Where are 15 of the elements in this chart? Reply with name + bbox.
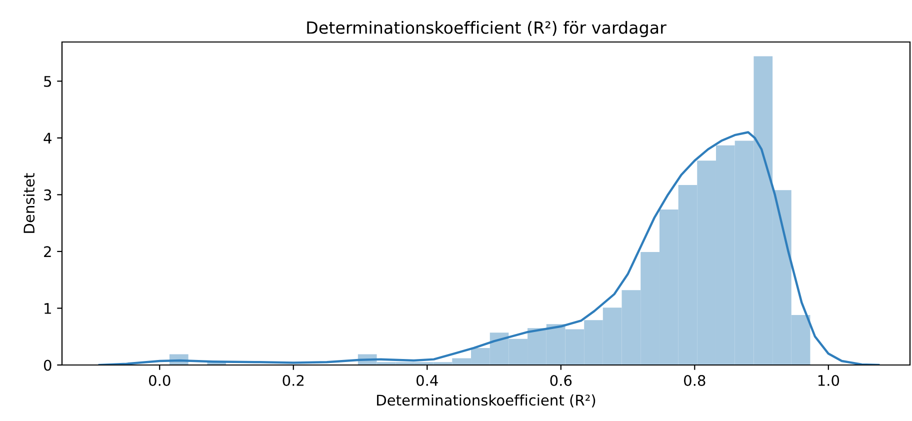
x-axis-title: Determinationskoefficient (R²) xyxy=(377,394,596,408)
y-tick-label: 3 xyxy=(44,189,52,200)
y-tick-label: 2 xyxy=(44,246,51,258)
y-tick-label: 1 xyxy=(44,303,51,314)
x-tick-label: 0.8 xyxy=(684,374,706,386)
chart-title: Determinationskoefficient (R²) för vardagar xyxy=(307,21,666,38)
y-tick-label: 0 xyxy=(44,360,52,371)
x-tick-label: 0.4 xyxy=(416,374,438,386)
x-tick-label: 0.2 xyxy=(282,374,304,386)
x-tick-label: 1.0 xyxy=(818,374,840,386)
y-tick-label: 4 xyxy=(44,132,52,144)
y-axis-title: Densitet xyxy=(23,173,35,233)
y-tick-label: 5 xyxy=(44,76,52,87)
x-tick-label: 0.0 xyxy=(149,374,170,386)
x-tick-label: 0.6 xyxy=(550,374,572,386)
